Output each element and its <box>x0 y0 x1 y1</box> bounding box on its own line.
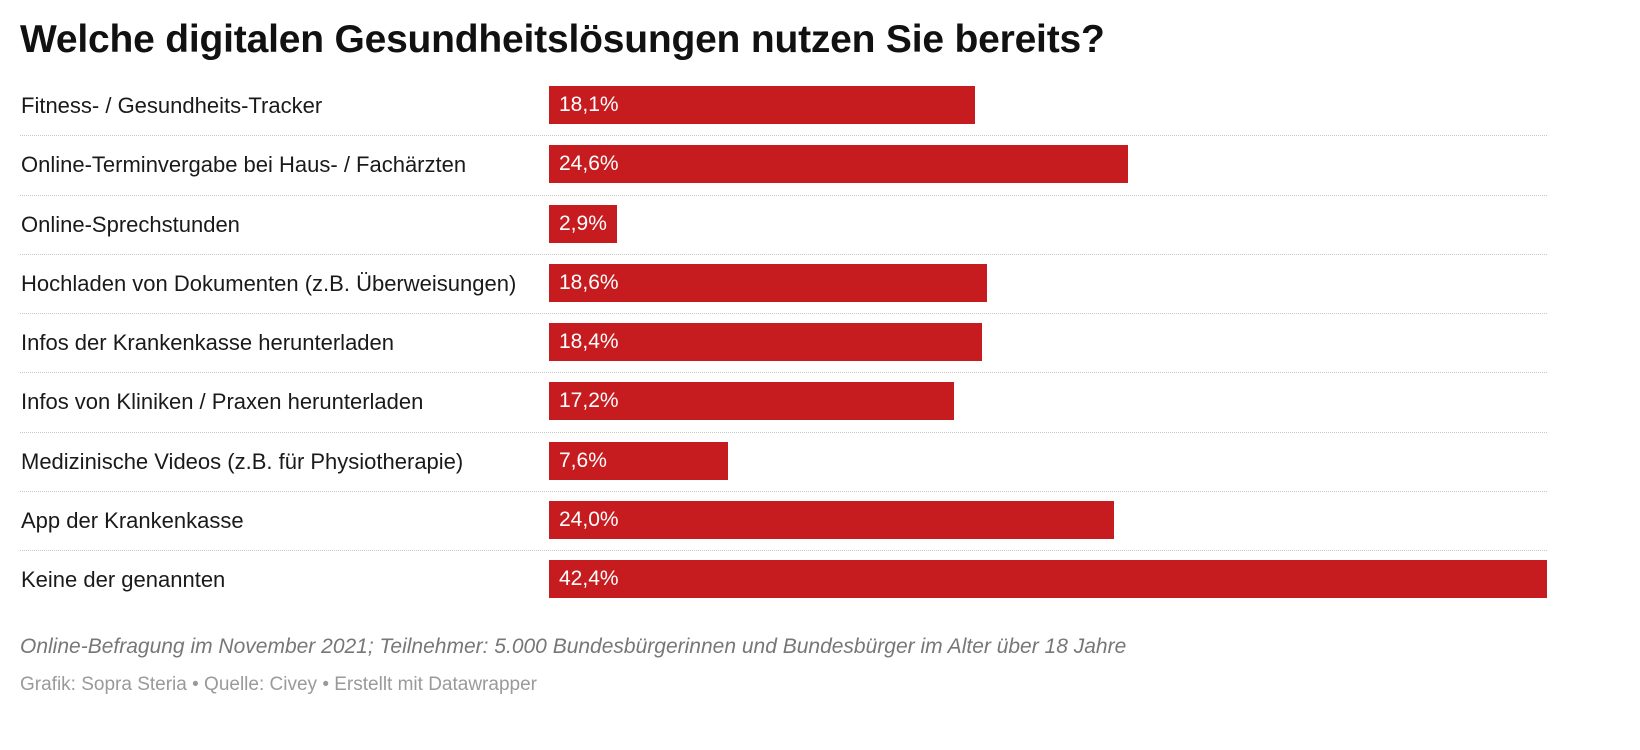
bar-label: Infos der Krankenkasse herunterladen <box>21 330 395 355</box>
bar-track: 42,4% <box>549 560 1547 598</box>
bar-track: 18,4% <box>549 323 1547 361</box>
bar-track: 18,6% <box>549 263 1547 302</box>
bar-value-label: 7,6% <box>559 448 607 472</box>
bar-value-label: 2,9% <box>559 211 607 235</box>
bar-row: Online-Terminvergabe bei Haus- / Fachärz… <box>20 136 1547 196</box>
bar-value-label: 17,2% <box>559 389 619 413</box>
chart-credits: Grafik: Sopra Steria • Quelle: Civey • E… <box>20 674 537 695</box>
bar-row: Hochladen von Dokumenten (z.B. Überweisu… <box>20 255 1547 314</box>
bar-label: Keine der genannten <box>21 567 226 592</box>
bar <box>549 560 1547 598</box>
bar-value-label: 18,4% <box>559 330 619 353</box>
bar-value-label: 24,6% <box>559 152 619 176</box>
bar-track: 18,1% <box>549 86 1547 124</box>
chart-title: Welche digitalen Gesundheitslösungen nut… <box>20 18 1105 61</box>
chart-notes: Online-Befragung im November 2021; Teiln… <box>20 635 1127 658</box>
bar <box>549 145 1129 184</box>
bar-label: Hochladen von Dokumenten (z.B. Überweisu… <box>21 270 517 296</box>
bar-label: App der Krankenkasse <box>21 507 244 533</box>
bar-label: Medizinische Videos (z.B. für Physiother… <box>21 448 464 474</box>
bar-track: 2,9% <box>549 204 1547 243</box>
bar-label: Infos von Kliniken / Praxen herunterlade… <box>21 389 424 415</box>
bar-label: Fitness- / Gesundheits-Tracker <box>21 93 323 118</box>
bar <box>549 263 987 302</box>
bar <box>549 323 983 361</box>
bar-value-label: 42,4% <box>559 567 619 590</box>
bar-value-label: 18,6% <box>559 270 619 294</box>
bar-row: Fitness- / Gesundheits-Tracker 18,1% <box>20 77 1547 137</box>
bar-track: 24,6% <box>549 145 1547 184</box>
bar-label: Online-Terminvergabe bei Haus- / Fachärz… <box>21 152 467 178</box>
bar <box>549 204 618 243</box>
bar-track: 7,6% <box>549 441 1547 480</box>
bar-chart: Fitness- / Gesundheits-Tracker 18,1% Onlin… <box>20 77 1547 610</box>
bar-row: Keine der genannten 42,4% <box>20 551 1547 610</box>
bar-track: 24,0% <box>549 500 1547 539</box>
bar-value-label: 24,0% <box>559 507 619 531</box>
bar <box>549 441 728 480</box>
bar-row: App der Krankenkasse 24,0% <box>20 492 1547 551</box>
bar-row: Medizinische Videos (z.B. für Physiother… <box>20 433 1547 492</box>
bar-row: Infos der Krankenkasse herunterladen 18,4… <box>20 314 1547 374</box>
bar-track: 17,2% <box>549 382 1547 421</box>
bar-value-label: 18,1% <box>559 93 619 116</box>
bar <box>549 382 954 421</box>
bar-row: Infos von Kliniken / Praxen herunterlade… <box>20 373 1547 433</box>
bar <box>549 500 1114 539</box>
bar-row: Online-Sprechstunden 2,9% <box>20 196 1547 255</box>
bar <box>549 86 976 124</box>
bar-label: Online-Sprechstunden <box>21 211 240 237</box>
